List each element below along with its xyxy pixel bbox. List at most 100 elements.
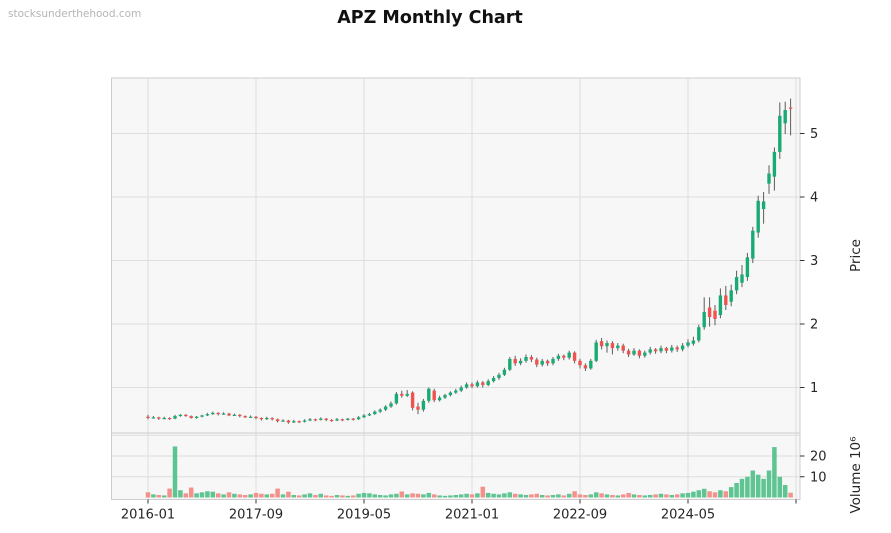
volume-bar	[523, 495, 529, 498]
volume-bar	[593, 492, 599, 498]
candle-body	[508, 358, 512, 370]
candle-body	[400, 393, 404, 396]
volume-bar	[712, 492, 718, 498]
volume-axis: 10 20 Volume 10⁶	[800, 436, 864, 514]
candle-body	[551, 358, 555, 364]
candle-body	[578, 360, 582, 366]
candle-body	[194, 416, 199, 418]
candle-body	[227, 413, 231, 416]
volume-bar	[199, 492, 205, 498]
candle-body	[621, 345, 625, 351]
volume-bar	[367, 493, 372, 498]
candle-body	[783, 110, 787, 124]
candle-body	[410, 392, 415, 408]
volume-bar	[599, 493, 604, 498]
candle-body	[675, 347, 679, 350]
price-axis: 1 2 3 4 5 Price	[800, 127, 864, 396]
candle-body	[535, 359, 539, 365]
volume-bar	[145, 492, 151, 498]
volume-bar	[469, 494, 475, 498]
candle-body	[351, 418, 355, 420]
volume-bar	[626, 492, 631, 498]
volume-bar	[572, 491, 577, 498]
volume-bar	[437, 495, 442, 498]
volume-panel	[111, 433, 800, 500]
candle-body	[459, 387, 463, 391]
candle-body	[486, 381, 490, 385]
volume-bar	[410, 493, 415, 498]
candle-body	[637, 350, 642, 356]
candle-body	[475, 382, 480, 387]
volume-bar	[307, 493, 313, 498]
volume-bar	[707, 491, 712, 498]
candle-body	[362, 415, 366, 418]
volume-bar	[280, 494, 286, 498]
price-tick-label: 1	[810, 381, 818, 396]
candle-body	[259, 417, 264, 420]
candle-body	[491, 377, 496, 382]
volume-bar	[161, 495, 167, 498]
volume-bar	[275, 488, 280, 498]
volume-bar	[669, 495, 675, 498]
candle-body	[302, 420, 307, 422]
volume-bar	[658, 493, 664, 498]
candle-body	[437, 397, 442, 401]
volume-bar	[426, 492, 432, 498]
candle-body	[378, 409, 382, 412]
volume-bar	[464, 493, 469, 498]
panel-spines	[111, 77, 801, 500]
candle-body	[470, 384, 474, 387]
volume-bar	[696, 490, 702, 498]
volume-bar	[350, 495, 356, 498]
volume-bar	[388, 494, 394, 498]
candle-body	[605, 343, 609, 347]
volume-bar	[718, 490, 723, 498]
volume-bar	[448, 495, 453, 498]
candle-body	[664, 348, 669, 351]
volume-bar	[242, 495, 248, 498]
candle-body	[319, 418, 323, 420]
candle-body	[211, 412, 215, 415]
candle-body	[583, 365, 588, 369]
volume-bar	[583, 495, 588, 498]
volume-bar	[561, 495, 567, 498]
volume-bar	[453, 495, 459, 498]
candle-body	[454, 390, 458, 393]
candle-body	[416, 406, 420, 410]
candle-body	[275, 419, 280, 422]
volume-bar	[296, 495, 302, 498]
candle-body	[308, 419, 312, 421]
candle-body	[761, 201, 766, 210]
candle-body	[788, 107, 793, 109]
candle-body	[518, 360, 523, 364]
candle-body	[643, 352, 647, 356]
volume-bar	[302, 494, 307, 498]
candle-body	[373, 411, 377, 415]
volume-bar	[215, 493, 221, 498]
volume-bar	[377, 495, 383, 498]
volume-bar	[502, 493, 507, 498]
page-title: APZ Monthly Chart	[337, 8, 523, 28]
volume-bar	[394, 493, 399, 498]
volume-bar	[680, 493, 685, 498]
candle-body	[146, 416, 150, 418]
volume-bar	[588, 494, 594, 498]
candle-body	[751, 230, 755, 259]
volume-bar	[772, 447, 777, 498]
volume-bar	[647, 495, 653, 498]
candle-body	[502, 369, 507, 375]
candle-body	[724, 295, 728, 305]
candle-body	[443, 395, 447, 398]
candle-body	[772, 151, 777, 177]
candle-body	[594, 342, 598, 361]
volume-bar	[615, 495, 621, 498]
volume-bar	[739, 478, 745, 498]
candle-body	[556, 355, 561, 359]
volume-bar	[345, 495, 351, 498]
volume-bar	[323, 495, 329, 498]
volume-bar	[221, 494, 226, 498]
price-axis-label: Price	[848, 239, 864, 272]
volume-bar	[496, 494, 502, 498]
gridlines	[111, 78, 800, 500]
